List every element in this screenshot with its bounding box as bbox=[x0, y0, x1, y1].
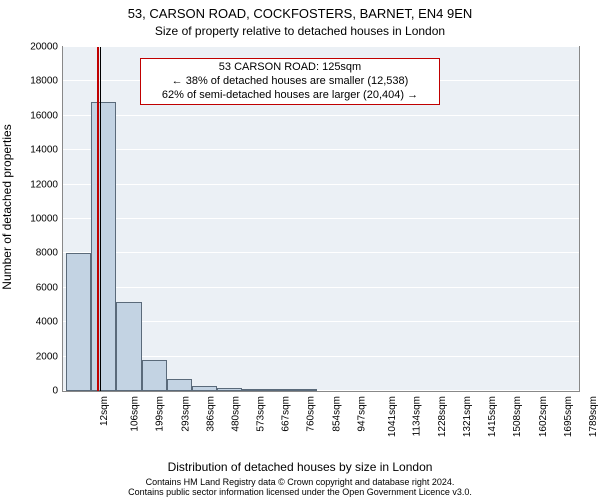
title-main: 53, CARSON ROAD, COCKFOSTERS, BARNET, EN… bbox=[0, 6, 600, 21]
x-tick-label: 1415sqm bbox=[487, 396, 498, 437]
y-tick-label: 8000 bbox=[26, 248, 58, 259]
y-tick-label: 4000 bbox=[26, 317, 58, 328]
histogram-bar bbox=[242, 389, 267, 391]
annotation-line-1: 53 CARSON ROAD: 125sqm bbox=[147, 61, 433, 75]
x-tick-label: 667sqm bbox=[281, 396, 292, 432]
property-marker-line bbox=[97, 47, 99, 391]
x-tick-label: 1321sqm bbox=[462, 396, 473, 437]
annotation-box: 53 CARSON ROAD: 125sqm ← 38% of detached… bbox=[140, 58, 440, 105]
x-tick-label: 1602sqm bbox=[538, 396, 549, 437]
y-tick-label: 16000 bbox=[26, 110, 58, 121]
x-tick-label: 12sqm bbox=[99, 396, 110, 426]
histogram-bar bbox=[116, 302, 141, 391]
x-tick-label: 1041sqm bbox=[387, 396, 398, 437]
x-tick-label: 1508sqm bbox=[512, 396, 523, 437]
x-tick-label: 1228sqm bbox=[437, 396, 448, 437]
gridline-h bbox=[63, 149, 579, 150]
gridline-h bbox=[63, 287, 579, 288]
x-tick-label: 386sqm bbox=[205, 396, 216, 432]
gridline-h bbox=[63, 218, 579, 219]
y-tick-label: 0 bbox=[26, 386, 58, 397]
y-tick-label: 2000 bbox=[26, 351, 58, 362]
footer-line-2: Contains public sector information licen… bbox=[0, 488, 600, 498]
annotation-line-3: 62% of semi-detached houses are larger (… bbox=[147, 89, 433, 103]
title-sub: Size of property relative to detached ho… bbox=[0, 24, 600, 38]
footer-attribution: Contains HM Land Registry data © Crown c… bbox=[0, 478, 600, 498]
y-tick-label: 6000 bbox=[26, 282, 58, 293]
x-tick-label: 1695sqm bbox=[563, 396, 574, 437]
x-tick-label: 293sqm bbox=[180, 396, 191, 432]
x-tick-label: 1789sqm bbox=[588, 396, 599, 437]
x-tick-label: 947sqm bbox=[356, 396, 367, 432]
x-tick-label: 1134sqm bbox=[411, 396, 422, 436]
histogram-bar bbox=[217, 388, 242, 391]
x-tick-label: 573sqm bbox=[256, 396, 267, 432]
histogram-bar bbox=[91, 102, 116, 391]
gridline-h bbox=[63, 184, 579, 185]
annotation-line-2: ← 38% of detached houses are smaller (12… bbox=[147, 75, 433, 89]
y-axis-label: Number of detached properties bbox=[0, 77, 14, 337]
histogram-bar bbox=[142, 360, 167, 391]
gridline-h bbox=[63, 252, 579, 253]
y-tick-label: 12000 bbox=[26, 179, 58, 190]
property-marker-line bbox=[100, 47, 101, 391]
x-tick-label: 480sqm bbox=[231, 396, 242, 432]
y-tick-label: 20000 bbox=[26, 42, 58, 53]
y-tick-label: 14000 bbox=[26, 145, 58, 156]
y-tick-label: 10000 bbox=[26, 214, 58, 225]
x-tick-label: 199sqm bbox=[155, 396, 166, 432]
histogram-bar bbox=[267, 389, 292, 391]
gridline-h bbox=[63, 46, 579, 47]
gridline-h bbox=[63, 115, 579, 116]
x-axis-label: Distribution of detached houses by size … bbox=[0, 460, 600, 474]
x-tick-label: 106sqm bbox=[130, 396, 141, 432]
y-tick-label: 18000 bbox=[26, 76, 58, 87]
histogram-bar bbox=[293, 389, 318, 391]
histogram-bar bbox=[192, 386, 217, 391]
x-tick-label: 760sqm bbox=[306, 396, 317, 432]
x-tick-label: 854sqm bbox=[331, 396, 342, 432]
histogram-bar bbox=[66, 253, 91, 391]
histogram-bar bbox=[167, 379, 192, 391]
